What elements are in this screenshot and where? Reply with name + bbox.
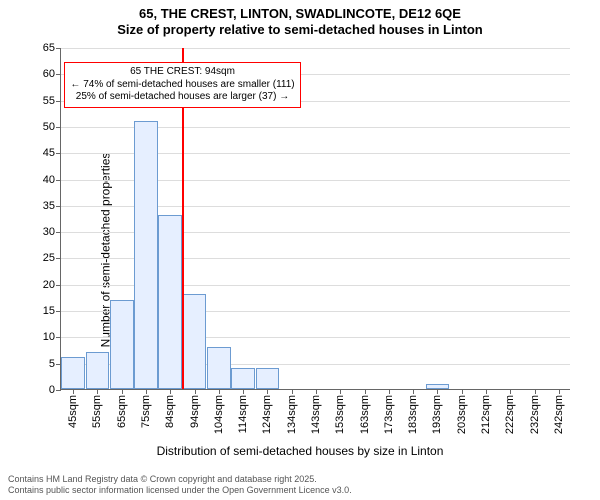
y-tick-label: 45 [43,147,55,159]
y-tick-label: 10 [43,331,55,343]
x-tick [437,389,438,394]
y-tick [56,285,61,286]
x-tick [510,389,511,394]
y-tick-label: 60 [43,68,55,80]
x-tick [243,389,244,394]
y-tick [56,74,61,75]
y-tick [56,232,61,233]
y-tick [56,337,61,338]
footer-line-1: Contains HM Land Registry data © Crown c… [8,474,352,485]
x-tick [462,389,463,394]
x-tick-label: 242sqm [553,395,565,434]
bar [110,300,134,389]
y-tick-label: 0 [49,384,55,396]
y-tick-label: 35 [43,200,55,212]
y-tick [56,153,61,154]
page-title: 65, THE CREST, LINTON, SWADLINCOTE, DE12… [0,6,600,22]
y-tick [56,390,61,391]
y-tick [56,48,61,49]
x-tick-label: 212sqm [480,395,492,434]
x-tick-label: 104sqm [213,395,225,434]
callout-line-larger: 25% of semi-detached houses are larger (… [70,91,294,104]
bar [231,368,255,389]
x-tick-label: 65sqm [116,395,128,428]
bar [158,215,182,389]
y-tick-label: 40 [43,174,55,186]
x-tick [195,389,196,394]
x-tick [389,389,390,394]
x-tick-label: 114sqm [237,395,249,433]
y-tick-label: 15 [43,305,55,317]
plot-area: 65 THE CREST: 94sqm ← 74% of semi-detach… [60,48,570,390]
footer-attribution: Contains HM Land Registry data © Crown c… [8,474,352,497]
x-tick [316,389,317,394]
bar [61,357,85,389]
bar [134,121,158,389]
x-tick-label: 94sqm [189,395,201,428]
x-tick-label: 232sqm [529,395,541,434]
x-tick-label: 173sqm [383,395,395,434]
x-tick [219,389,220,394]
x-tick-label: 163sqm [359,395,371,434]
bar [207,347,231,389]
x-tick [122,389,123,394]
x-tick-label: 153sqm [334,395,346,434]
y-tick-label: 5 [49,358,55,370]
x-tick-label: 45sqm [67,395,79,428]
reference-callout: 65 THE CREST: 94sqm ← 74% of semi-detach… [64,62,300,108]
y-tick-label: 50 [43,121,55,133]
y-tick-label: 30 [43,226,55,238]
page-subtitle: Size of property relative to semi-detach… [0,22,600,38]
x-tick [340,389,341,394]
callout-line-smaller: ← 74% of semi-detached houses are smalle… [70,79,294,92]
gridline [61,48,570,49]
y-tick [56,101,61,102]
x-tick-label: 222sqm [504,395,516,434]
x-tick [97,389,98,394]
x-tick [535,389,536,394]
chart: Number of semi-detached properties 65 TH… [0,40,600,460]
y-tick [56,180,61,181]
footer-line-2: Contains public sector information licen… [8,485,352,496]
x-tick [146,389,147,394]
x-tick-label: 134sqm [286,395,298,434]
x-tick [73,389,74,394]
y-tick [56,206,61,207]
x-tick-label: 143sqm [310,395,322,434]
bar [183,294,207,389]
x-tick [365,389,366,394]
x-tick-label: 75sqm [140,395,152,428]
x-tick-label: 203sqm [456,395,468,434]
y-tick-label: 65 [43,42,55,54]
x-tick [413,389,414,394]
x-tick-label: 183sqm [407,395,419,434]
x-axis-label: Distribution of semi-detached houses by … [0,444,600,458]
y-tick [56,127,61,128]
y-tick [56,258,61,259]
y-tick-label: 20 [43,279,55,291]
x-tick-label: 84sqm [164,395,176,428]
x-tick [170,389,171,394]
x-tick-label: 193sqm [431,395,443,434]
x-tick [559,389,560,394]
y-tick-label: 55 [43,95,55,107]
callout-title: 65 THE CREST: 94sqm [70,66,294,79]
x-tick-label: 55sqm [91,395,103,428]
y-tick [56,311,61,312]
y-tick-label: 25 [43,252,55,264]
x-tick [292,389,293,394]
x-tick-label: 124sqm [261,395,273,434]
bar [86,352,110,389]
bar [256,368,280,389]
x-tick [267,389,268,394]
x-tick [486,389,487,394]
